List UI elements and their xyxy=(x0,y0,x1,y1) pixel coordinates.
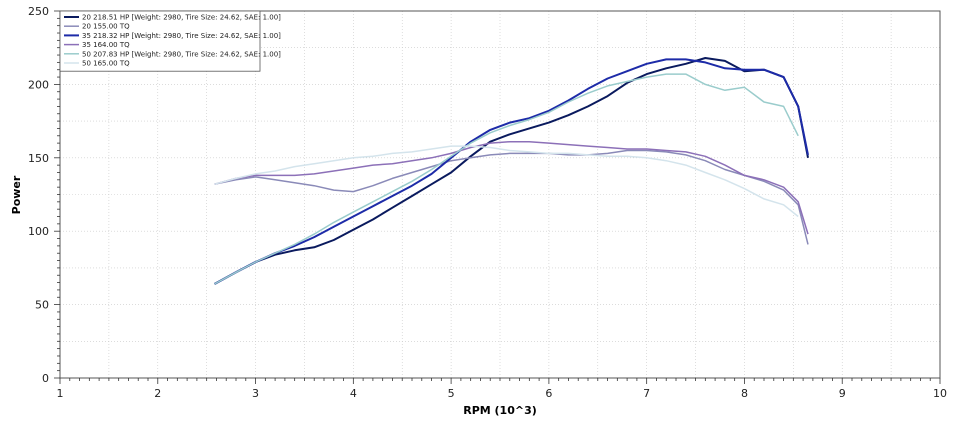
legend-box xyxy=(59,10,261,72)
y-tick-label: 250 xyxy=(28,5,49,18)
legend-entry: 50 207.83 HP [Weight: 2980, Tire Size: 2… xyxy=(82,50,281,58)
legend-entry: 35 164.00 TQ xyxy=(82,41,130,49)
legend-entry: 20 155.00 TQ xyxy=(82,23,130,31)
x-tick-label: 2 xyxy=(154,387,161,400)
y-tick-label: 200 xyxy=(28,78,49,91)
series-line-4 xyxy=(214,140,809,235)
x-tick-label: 8 xyxy=(741,387,748,400)
series-line-6 xyxy=(214,145,799,218)
series-line-5 xyxy=(214,73,799,285)
x-tick-label: 9 xyxy=(839,387,846,400)
series-line-1 xyxy=(214,57,809,285)
y-tick-label: 100 xyxy=(28,225,49,238)
y-axis-title: Power xyxy=(10,175,23,214)
x-tick-label: 7 xyxy=(643,387,650,400)
legend-entry: 35 218.32 HP [Weight: 2980, Tire Size: 2… xyxy=(82,32,281,40)
series-layer xyxy=(214,57,809,285)
x-tick-label: 10 xyxy=(933,387,947,400)
series-line-2 xyxy=(214,149,809,245)
y-tick-label: 50 xyxy=(35,299,49,312)
legend-entry: 20 218.51 HP [Weight: 2980, Tire Size: 2… xyxy=(82,14,281,22)
series-line-3 xyxy=(214,58,809,285)
x-tick-label: 4 xyxy=(350,387,357,400)
x-tick-label: 3 xyxy=(252,387,259,400)
x-tick-label: 5 xyxy=(448,387,455,400)
x-tick-label: 6 xyxy=(545,387,552,400)
legend: 20 218.51 HP [Weight: 2980, Tire Size: 2… xyxy=(59,10,281,72)
legend-entry: 50 165.00 TQ xyxy=(82,60,130,68)
x-tick-label: 1 xyxy=(57,387,64,400)
y-tick-label: 0 xyxy=(42,372,49,385)
y-tick-label: 150 xyxy=(28,152,49,165)
x-axis-title: RPM (10^3) xyxy=(463,404,537,417)
